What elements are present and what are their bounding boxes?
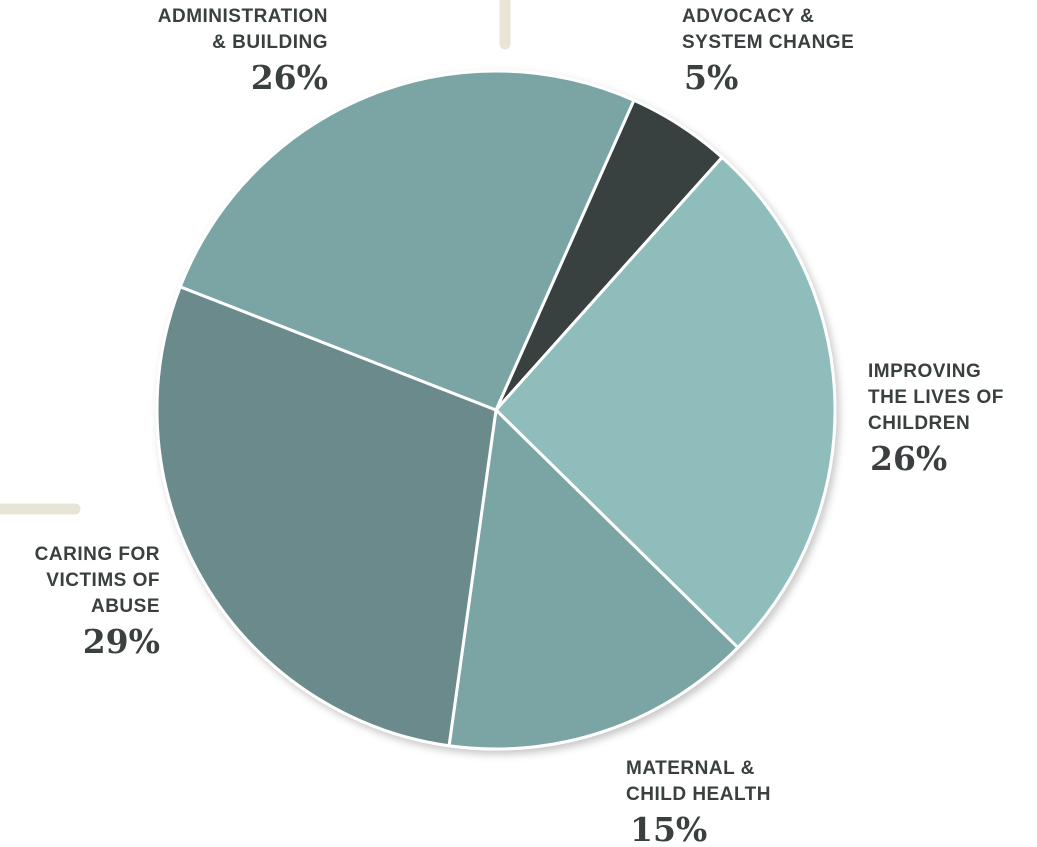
slice-name-maternal-health: MATERNAL & CHILD HEALTH xyxy=(626,758,771,805)
slice-percent-advocacy: 5% xyxy=(684,58,739,97)
slice-label-caring-victims: CARING FOR VICTIMS OF ABUSE 29% xyxy=(0,542,160,662)
pie-slice-caring xyxy=(155,285,498,748)
decorative-bracket-line xyxy=(0,0,511,515)
pie-slice-admin xyxy=(178,69,636,412)
slice-name-advocacy: ADVOCACY & SYSTEM CHANGE xyxy=(682,6,855,53)
pie-slices xyxy=(155,69,837,751)
slice-percent-improving-lives: 26% xyxy=(870,439,948,478)
slice-name-administration: ADMINISTRATION & BUILDING xyxy=(157,6,328,53)
pie-slice-maternal xyxy=(447,408,740,751)
slice-percent-caring-victims: 29% xyxy=(82,622,160,661)
pie-slice-improving xyxy=(494,155,837,650)
slice-name-improving-lives: IMPROVING THE LIVES OF CHILDREN xyxy=(868,361,1004,434)
slice-label-advocacy: ADVOCACY & SYSTEM CHANGE 5% xyxy=(682,4,902,98)
slice-percent-maternal-health: 15% xyxy=(630,810,708,847)
slice-label-maternal-health: MATERNAL & CHILD HEALTH 15% xyxy=(626,756,826,847)
slice-percent-administration: 26% xyxy=(250,58,328,97)
slice-label-administration: ADMINISTRATION & BUILDING 26% xyxy=(100,4,328,98)
slice-label-improving-lives: IMPROVING THE LIVES OF CHILDREN 26% xyxy=(868,359,1036,479)
slice-name-caring-victims: CARING FOR VICTIMS OF ABUSE xyxy=(34,544,160,617)
